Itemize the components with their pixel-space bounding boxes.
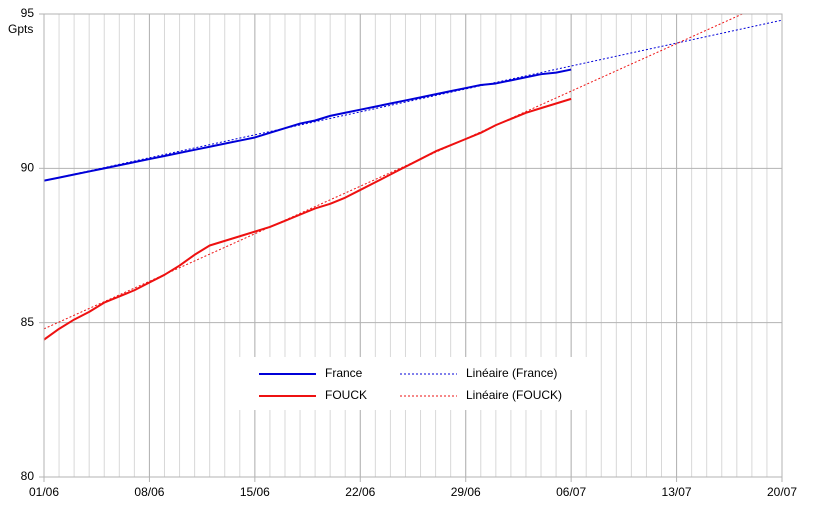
plot-border	[43, 13, 783, 478]
y-tick-label: 95	[21, 6, 35, 20]
legend-label: France	[325, 366, 363, 380]
x-tick-label: 29/06	[451, 485, 481, 499]
x-tick-label: 01/06	[29, 485, 59, 499]
series-line	[44, 97, 572, 341]
y-tick-label: 80	[21, 469, 35, 483]
x-tick-label: 13/07	[662, 485, 692, 499]
legend-label: Linéaire (France)	[466, 366, 557, 380]
y-axis-label: Gpts	[8, 22, 33, 36]
x-tick-label: 06/07	[556, 485, 586, 499]
series-line	[44, 19, 782, 182]
legend-box	[237, 357, 588, 410]
legend: France FOUCK Linéaire (France) Linéaire (FO…	[237, 357, 588, 410]
x-tick-label: 22/06	[345, 485, 375, 499]
axes: 80 85 90 95 01/06 08/06 15/06 22/06 29/06 06/07 13…	[21, 6, 798, 499]
x-tick-label: 15/06	[240, 485, 270, 499]
legend-label: FOUCK	[325, 388, 367, 402]
y-tick-label: 90	[21, 161, 35, 175]
x-tick-label: 20/07	[767, 485, 797, 499]
x-tick-label: 08/06	[134, 485, 164, 499]
y-tick-label: 85	[21, 315, 35, 329]
series-line	[44, 14, 744, 330]
plot-lines	[44, 14, 782, 341]
legend-label: Linéaire (FOUCK)	[466, 388, 562, 402]
